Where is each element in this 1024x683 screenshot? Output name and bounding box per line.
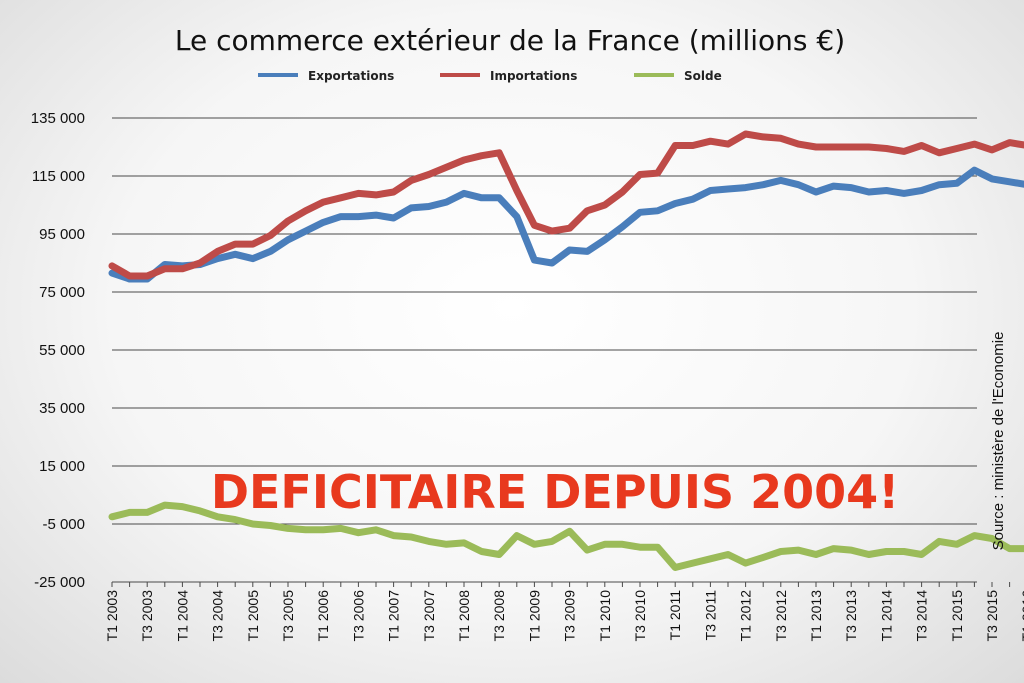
x-tick-label: T1 2003 [104,590,120,642]
x-tick-label: T3 2006 [350,590,366,642]
x-tick-label: T1 2011 [667,590,683,641]
x-tick-label: T1 2009 [526,590,542,642]
x-tick-label: T3 2010 [632,590,648,642]
y-tick-label: 115 000 [32,168,85,185]
x-tick-label: T3 2014 [914,590,930,642]
y-tick-label: -25 000 [34,574,85,591]
legend: Exportations Importations Solde [258,69,722,83]
y-tick-label: 135 000 [31,110,85,127]
legend-label: Solde [684,69,722,83]
series-line-exportations [108,166,1024,283]
deficit-annotation: DEFICITAIRE DEPUIS 2004! [211,465,899,519]
y-tick-label: 15 000 [39,458,85,475]
x-tick-label: T1 2005 [245,590,261,642]
series-line-solde [108,501,1024,571]
x-tick-label: T1 2004 [174,590,190,642]
x-tick-label: T3 2009 [562,590,578,642]
y-axis: 135 000 115 000 95 000 75 000 55 000 35 000 15… [31,110,85,591]
x-tick-label: T3 2015 [984,590,1000,642]
y-tick-label: -5 000 [42,516,85,533]
series-lines [108,130,1024,571]
x-tick-label: T3 2007 [421,590,437,642]
x-tick-label: T1 2008 [456,590,472,642]
x-tick-label: T1 2012 [738,590,754,642]
x-tick-label: T3 2013 [843,590,859,642]
x-tick-label: T1 2013 [808,590,824,642]
x-tick-label: T1 2006 [315,590,331,642]
chart-title: Le commerce extérieur de la France (mill… [175,24,845,57]
x-tick-label: T1 2015 [949,590,965,642]
y-tick-label: 55 000 [39,342,85,359]
x-axis: T1 2003 T3 2003 T1 2004 T3 2004 T1 2005 T3 20… [104,582,1024,641]
x-tick-label: T1 2014 [878,590,894,642]
x-tick-label: T3 2012 [773,590,789,642]
legend-label: Exportations [308,69,394,83]
source-note: Source : ministère de l'Economie [990,332,1007,551]
y-tick-label: 35 000 [39,400,85,417]
y-tick-label: 95 000 [39,226,85,243]
x-tick-label: T1 2010 [597,590,613,642]
x-tick-label: T3 2005 [280,590,296,642]
x-tick-label: T3 2004 [210,590,226,642]
x-tick-label: T1 2007 [386,590,402,642]
series-line-importations [108,130,1024,280]
x-tick-label: T3 2003 [139,590,155,642]
legend-label: Importations [490,69,577,83]
x-tick-label: T1 2016 [1019,590,1024,642]
y-tick-label: 75 000 [39,284,85,301]
x-tick-label: T3 2011 [702,590,718,641]
x-tick-label: T3 2008 [491,590,507,642]
